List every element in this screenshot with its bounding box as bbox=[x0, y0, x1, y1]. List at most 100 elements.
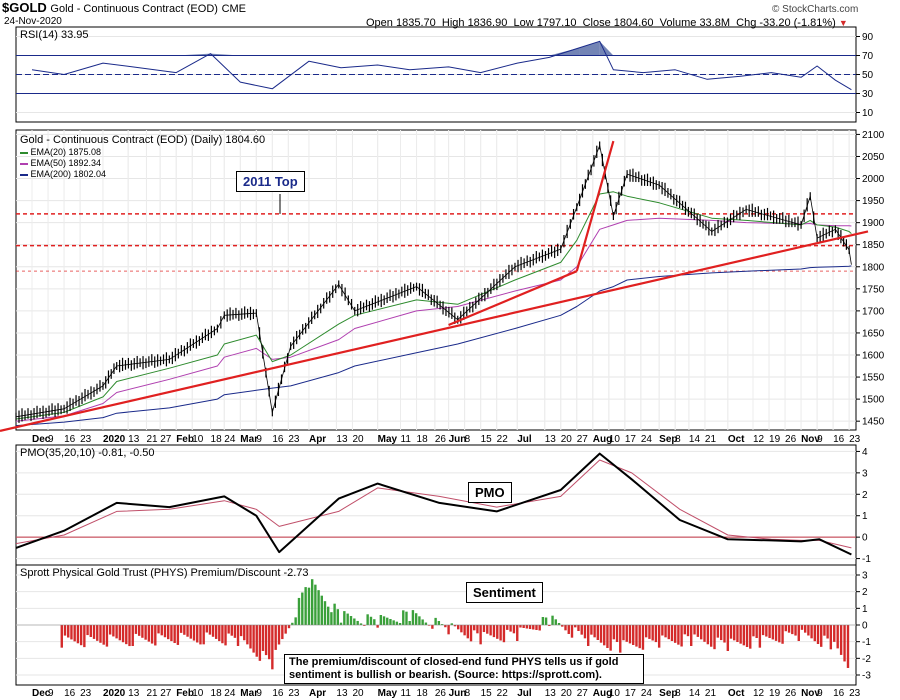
price-axis-tick-label: 1950 bbox=[862, 196, 885, 207]
sentiment-bar bbox=[395, 621, 399, 625]
sentiment-title: Sprott Physical Gold Trust (PHYS) Premiu… bbox=[20, 567, 309, 579]
sentiment-bar bbox=[186, 625, 189, 637]
sentiment-bar bbox=[703, 625, 706, 642]
x-tick-label: 13 bbox=[128, 434, 140, 445]
sentiment-bar bbox=[771, 625, 775, 640]
x-tick-label: Feb bbox=[176, 688, 194, 699]
sentiment-bar bbox=[486, 625, 489, 634]
x-tick-label: 24 bbox=[641, 688, 653, 699]
x-tick-label: 13 bbox=[128, 688, 140, 699]
long-trend-line bbox=[0, 230, 869, 432]
rsi-overbought-fill bbox=[549, 47, 580, 56]
sentiment-bar bbox=[628, 625, 632, 644]
price-axis-tick-label: 1900 bbox=[862, 218, 885, 229]
sentiment-bar bbox=[96, 625, 99, 641]
sentiment-bar bbox=[512, 625, 516, 634]
sentiment-bar bbox=[774, 625, 778, 641]
x-tick-label: 11 bbox=[401, 434, 412, 445]
sentiment-bar bbox=[440, 624, 444, 625]
sentiment-bar bbox=[277, 625, 281, 645]
sentiment-bar bbox=[686, 625, 690, 637]
x-tick-label: 26 bbox=[435, 688, 447, 699]
sentiment-bar bbox=[294, 617, 297, 625]
ema50-label: EMA(50) 1892.34 bbox=[30, 158, 102, 168]
sentiment-bar bbox=[599, 625, 603, 643]
sentiment-bar bbox=[463, 625, 466, 636]
x-tick-label: 16 bbox=[272, 688, 284, 699]
symbol: $GOLD bbox=[2, 0, 47, 15]
sentiment-annotation: Sentiment bbox=[466, 582, 543, 603]
price-axis-tick-label: 1550 bbox=[862, 373, 885, 384]
sentiment-bar bbox=[794, 625, 797, 636]
x-tick-label: 16 bbox=[64, 434, 76, 445]
sentiment-bar bbox=[323, 601, 327, 625]
sentiment-bar bbox=[314, 584, 317, 625]
x-tick-label: Apr bbox=[309, 434, 326, 445]
sentiment-bar bbox=[411, 610, 415, 625]
sentiment-bar bbox=[657, 625, 661, 648]
sentiment-bar bbox=[157, 625, 160, 634]
x-tick-label: Mar bbox=[240, 434, 258, 445]
sentiment-bar bbox=[431, 625, 434, 629]
x-tick-label: Feb bbox=[176, 434, 194, 445]
x-tick-label: 9 bbox=[817, 434, 823, 445]
x-tick-label: 24 bbox=[641, 434, 653, 445]
sentiment-bar bbox=[538, 625, 541, 631]
x-tick-label: 23 bbox=[288, 688, 300, 699]
down-arrow-icon: ▼ bbox=[838, 18, 848, 28]
sentiment-bar bbox=[528, 625, 532, 629]
x-tick-label: Jul bbox=[517, 434, 532, 445]
x-tick-label: 8 bbox=[465, 434, 471, 445]
sentiment-bar bbox=[208, 625, 212, 635]
sentiment-bar bbox=[726, 625, 730, 651]
sentiment-bar bbox=[564, 625, 567, 631]
x-tick-label: Aug bbox=[593, 434, 612, 445]
axis-labels: 1030507090145015001550160016501700175018… bbox=[32, 32, 885, 699]
ema20-label: EMA(20) 1875.08 bbox=[30, 147, 102, 157]
sentiment-bar bbox=[619, 625, 622, 653]
sentiment-bar bbox=[492, 625, 496, 638]
x-tick-label: 20 bbox=[352, 688, 364, 699]
sentiment-bar bbox=[346, 613, 349, 625]
sentiment-bar bbox=[635, 625, 638, 647]
ohlc-readout: Open 1835.70 High 1836.90 Low 1797.10 Cl… bbox=[366, 17, 848, 29]
sentiment-bar bbox=[541, 617, 545, 625]
panel-frames bbox=[15, 26, 857, 686]
pmo-title: PMO(35,20,10) -0.81, -0.50 bbox=[20, 447, 155, 459]
price-axis-tick-label: 2050 bbox=[862, 152, 885, 163]
rsi-axis-tick-label: 50 bbox=[862, 70, 874, 81]
sentiment-bar bbox=[233, 625, 237, 638]
x-tick-label: 23 bbox=[80, 434, 92, 445]
open-value: 1835.70 bbox=[395, 17, 436, 29]
change-value: -33.20 (-1.81%) bbox=[759, 17, 836, 29]
x-tick-label: 9 bbox=[817, 688, 823, 699]
sentiment-note: The premium/discount of closed-end fund … bbox=[284, 654, 644, 684]
x-tick-label: 10 bbox=[192, 434, 204, 445]
sentiment-bar bbox=[115, 625, 118, 639]
x-tick-label: 16 bbox=[64, 688, 76, 699]
sentiment-bar bbox=[590, 625, 593, 635]
high-value: 1836.90 bbox=[467, 17, 508, 29]
sentiment-bar bbox=[469, 625, 473, 642]
rsi-overbought-fill bbox=[579, 41, 600, 56]
breakout-trend-line bbox=[448, 270, 578, 327]
sentiment-bar bbox=[112, 625, 115, 637]
sentiment-bar bbox=[246, 625, 249, 645]
sentiment-bar bbox=[680, 625, 683, 647]
price-axis-tick-label: 2100 bbox=[862, 130, 885, 141]
sentiment-bar bbox=[424, 622, 428, 625]
sentiment-bar bbox=[460, 625, 463, 633]
x-tick-label: 9 bbox=[48, 688, 54, 699]
pmo-axis-tick-label: 2 bbox=[862, 490, 868, 501]
watermark: © StockCharts.com bbox=[772, 4, 859, 15]
sentiment-bar bbox=[199, 625, 202, 645]
x-tick-label: 24 bbox=[224, 434, 236, 445]
sentiment-bar bbox=[310, 579, 314, 625]
sentiment-bar bbox=[670, 625, 674, 641]
sentiment-bar bbox=[567, 625, 570, 634]
sentiment-bar bbox=[667, 625, 670, 640]
instrument-name: Gold - Continuous Contract (EOD) bbox=[50, 3, 218, 15]
x-tick-label: Jul bbox=[517, 688, 532, 699]
sentiment-bar bbox=[79, 625, 83, 646]
sentiment-panel bbox=[16, 579, 856, 670]
